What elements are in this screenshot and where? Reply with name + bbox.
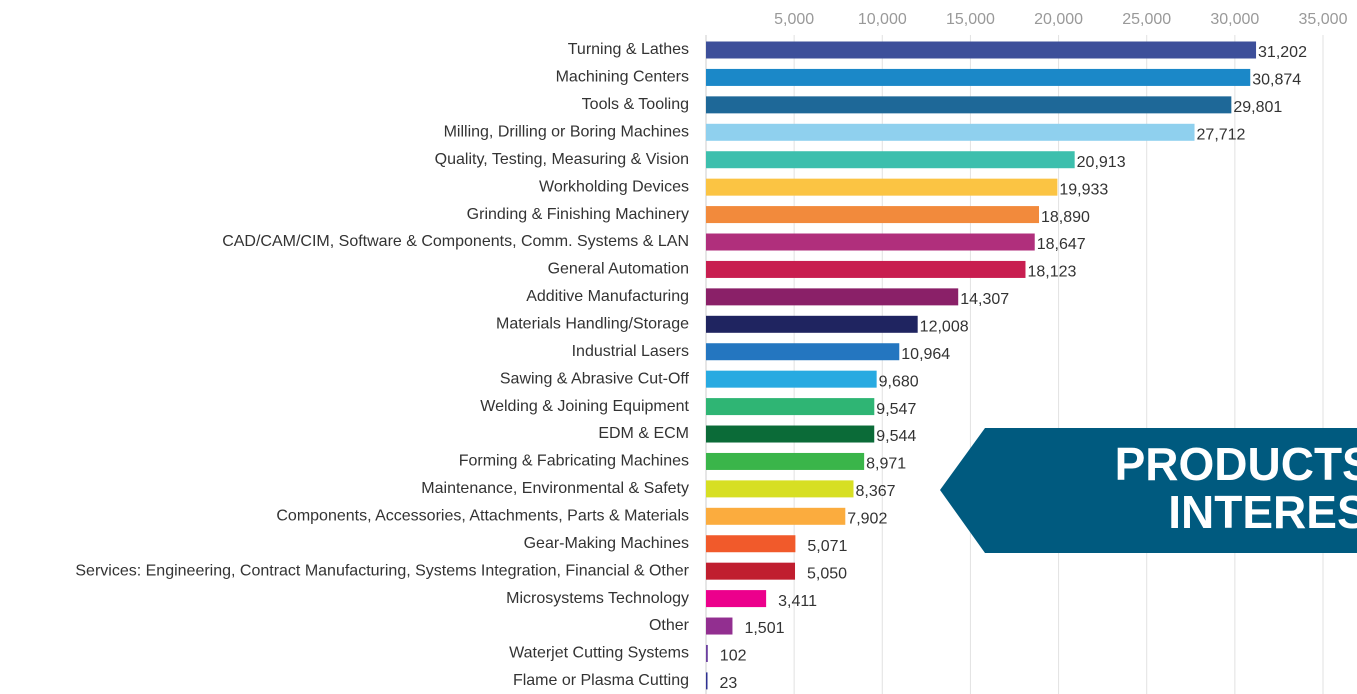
bar	[706, 96, 1232, 114]
y-tick-label: Gear-Making Machines	[524, 535, 689, 552]
value-label: 20,913	[1077, 154, 1126, 171]
y-tick-label: Maintenance, Environmental & Safety	[421, 480, 689, 497]
value-label: 3,411	[778, 593, 817, 610]
bar	[706, 425, 875, 443]
value-label: 12,008	[920, 319, 969, 336]
value-label: 18,647	[1037, 236, 1086, 253]
y-tick-label: Industrial Lasers	[572, 343, 689, 360]
y-tick-label: Machining Centers	[556, 69, 689, 86]
bar	[706, 151, 1075, 169]
y-tick-label: General Automation	[548, 261, 689, 278]
y-tick-label: Milling, Drilling or Boring Machines	[444, 124, 689, 141]
value-label: 14,307	[960, 291, 1009, 308]
value-label: 27,712	[1197, 127, 1246, 144]
y-tick-label: Forming & Fabricating Machines	[459, 453, 689, 470]
value-label: 10,964	[901, 346, 950, 363]
y-tick-label: CAD/CAM/CIM, Software & Components, Comm…	[222, 233, 689, 250]
y-tick-label: Materials Handling/Storage	[496, 316, 689, 333]
bar	[706, 315, 918, 333]
x-tick-label: 5,000	[774, 11, 814, 28]
bar	[706, 672, 708, 690]
bar	[706, 562, 796, 580]
bar	[706, 206, 1040, 224]
value-label: 18,890	[1041, 209, 1090, 226]
bar	[706, 123, 1195, 141]
value-label: 1,501	[744, 620, 784, 637]
value-label: 9,547	[876, 401, 916, 418]
value-label: 8,971	[866, 456, 906, 473]
bar	[706, 233, 1035, 251]
y-tick-label: Sawing & Abrasive Cut-Off	[500, 370, 690, 387]
value-label: 5,071	[807, 538, 847, 555]
x-tick-label: 15,000	[946, 11, 995, 28]
value-label: 23	[720, 675, 738, 692]
y-tick-label: Tools & Tooling	[582, 96, 689, 113]
y-tick-label: Microsystems Technology	[506, 590, 689, 607]
y-tick-label: Components, Accessories, Attachments, Pa…	[276, 508, 689, 525]
bar	[706, 260, 1026, 278]
bar	[706, 288, 959, 306]
banner	[940, 428, 1357, 553]
x-tick-label: 10,000	[858, 11, 907, 28]
y-tick-label: Workholding Devices	[539, 178, 689, 195]
x-tick-label: 25,000	[1122, 11, 1171, 28]
value-label: 9,680	[879, 373, 919, 390]
y-tick-label: Flame or Plasma Cutting	[513, 672, 689, 689]
x-tick-label: 35,000	[1299, 11, 1348, 28]
value-label: 102	[720, 648, 747, 665]
bar	[706, 41, 1257, 59]
bar	[706, 535, 796, 553]
x-tick-label: 20,000	[1034, 11, 1083, 28]
bar	[706, 68, 1251, 86]
value-label: 31,202	[1258, 44, 1307, 61]
x-tick-label: 30,000	[1210, 11, 1259, 28]
value-label: 18,123	[1027, 264, 1076, 281]
value-label: 19,933	[1059, 181, 1108, 198]
value-label: 29,801	[1233, 99, 1282, 116]
y-tick-label: Other	[649, 617, 690, 634]
value-label: 9,544	[876, 428, 916, 445]
y-tick-label: Grinding & Finishing Machinery	[467, 206, 689, 223]
bar	[706, 480, 854, 498]
banner-text: INTEREST	[1168, 486, 1357, 538]
value-label: 7,902	[847, 511, 887, 528]
y-tick-label: Welding & Joining Equipment	[480, 398, 689, 415]
value-label: 5,050	[807, 565, 847, 582]
y-tick-label: EDM & ECM	[598, 425, 689, 442]
y-tick-label: Quality, Testing, Measuring & Vision	[435, 151, 689, 168]
bar	[706, 617, 733, 635]
y-tick-label: Turning & Lathes	[568, 41, 689, 58]
bar	[706, 370, 877, 388]
bar	[706, 452, 865, 470]
y-tick-label: Waterjet Cutting Systems	[509, 645, 689, 662]
bar	[706, 398, 875, 416]
bar	[706, 644, 708, 662]
banner-text: PRODUCTS OF	[1115, 438, 1357, 490]
bar	[706, 343, 900, 361]
bar	[706, 590, 767, 608]
y-tick-label: Services: Engineering, Contract Manufact…	[75, 562, 689, 579]
y-tick-label: Additive Manufacturing	[526, 288, 689, 305]
value-label: 8,367	[855, 483, 895, 500]
bar	[706, 178, 1058, 196]
value-label: 30,874	[1252, 72, 1301, 89]
bar	[706, 507, 846, 525]
